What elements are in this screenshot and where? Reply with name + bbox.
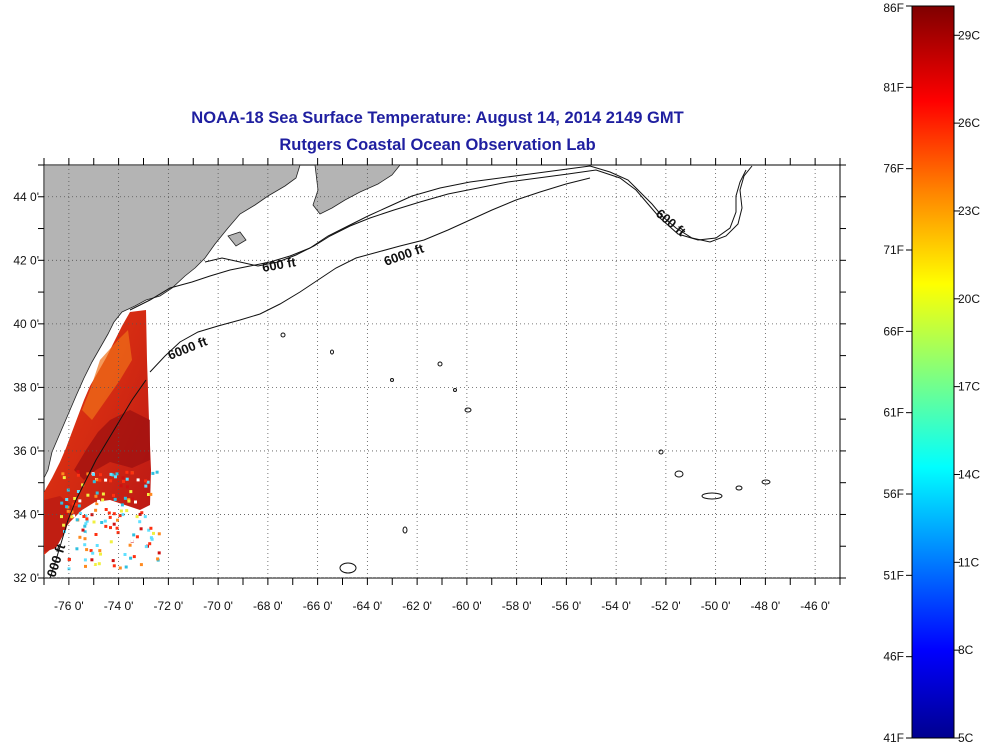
colorbar-label-c: 17C — [958, 380, 980, 394]
lat-tick-label: 34 0' — [13, 507, 39, 521]
axes: -76 0' -74 0' -72 0' -70 0' -68 0' -66 0' -64 … — [13, 158, 846, 613]
contour-shelf-slope — [49, 379, 147, 578]
colorbar-label-f: 71F — [883, 243, 904, 257]
lon-tick-label: -62 0' — [402, 599, 432, 613]
lon-tick-label: -76 0' — [54, 599, 84, 613]
colorbar-label-f: 41F — [883, 731, 904, 745]
land-cape-cod — [227, 231, 247, 247]
lon-tick-label: -58 0' — [502, 599, 532, 613]
colorbar-label-f: 66F — [883, 324, 904, 338]
colorbar-label-c: 29C — [958, 28, 980, 42]
map-title: NOAA-18 Sea Surface Temperature: August … — [191, 109, 684, 127]
colorbar-label-f: 86F — [883, 1, 904, 15]
sst-cloud-speckle — [60, 470, 161, 571]
seamount — [330, 349, 334, 355]
lon-tick-label: -72 0' — [154, 599, 184, 613]
seamount — [339, 562, 357, 574]
colorbar-label-f: 46F — [883, 650, 904, 664]
lon-tick-label: -60 0' — [452, 599, 482, 613]
map-subtitle: Rutgers Coastal Ocean Observation Lab — [279, 136, 596, 154]
lon-tick-label: -74 0' — [104, 599, 134, 613]
colorbar-label-f: 76F — [883, 162, 904, 176]
land-nova-scotia — [312, 165, 401, 215]
lon-tick-label: -52 0' — [651, 599, 681, 613]
colorbar-label-c: 26C — [958, 116, 980, 130]
lat-tick-label: 44 0' — [13, 190, 39, 204]
lon-tick-label: -68 0' — [253, 599, 283, 613]
seamount — [402, 526, 408, 534]
lon-tick-label: -66 0' — [303, 599, 333, 613]
seamount — [761, 479, 771, 485]
lon-tick-label: -54 0' — [601, 599, 631, 613]
seamount — [453, 388, 457, 392]
contour-600ft-inner — [204, 169, 747, 267]
lon-tick-label: -64 0' — [353, 599, 383, 613]
colorbar-label-c: 20C — [958, 292, 980, 306]
colorbar-label-c: 8C — [958, 643, 974, 657]
colorbar — [911, 5, 955, 739]
colorbar-label-f: 51F — [883, 568, 904, 582]
lat-tick-label: 40 0' — [13, 317, 39, 331]
lon-tick-label: -46 0' — [800, 599, 830, 613]
lon-tick-label: -56 0' — [552, 599, 582, 613]
seamount — [437, 361, 443, 367]
graticule — [44, 165, 840, 578]
colorbar-label-f: 61F — [883, 406, 904, 420]
colorbar-label-c: 5C — [958, 731, 974, 745]
seamount — [658, 449, 664, 455]
seamount — [390, 378, 394, 382]
colorbar-label-c: 14C — [958, 467, 980, 481]
contour-label: 600 ft — [261, 254, 298, 275]
seamount — [701, 492, 723, 500]
lat-tick-label: 42 0' — [13, 253, 39, 267]
seamount — [280, 332, 286, 338]
colorbar-label-c: 23C — [958, 204, 980, 218]
seamount — [674, 470, 684, 478]
colorbar-labels: 86F 81F 76F 71F 66F 61F 56F 51F 46F 41F 29C 26C 23C 2… — [883, 1, 980, 745]
colorbar-label-c: 11C — [958, 555, 979, 569]
lon-tick-label: -70 0' — [203, 599, 233, 613]
contour-6000ft — [149, 177, 591, 373]
sst-warm-core — [74, 410, 150, 480]
land-north-america — [44, 165, 301, 479]
lat-tick-label: 32 0' — [13, 571, 39, 585]
colorbar-label-f: 56F — [883, 487, 904, 501]
lon-tick-label: -48 0' — [751, 599, 781, 613]
sst-shelf-band — [82, 330, 132, 420]
seamount — [735, 485, 743, 491]
lat-tick-label: 38 0' — [13, 380, 39, 394]
lat-tick-label: 36 0' — [13, 444, 39, 458]
contour-600ft — [129, 165, 753, 311]
seamount — [464, 407, 472, 413]
lon-tick-label: -50 0' — [701, 599, 731, 613]
colorbar-label-f: 81F — [883, 80, 904, 94]
sst-chesapeake — [44, 496, 72, 552]
